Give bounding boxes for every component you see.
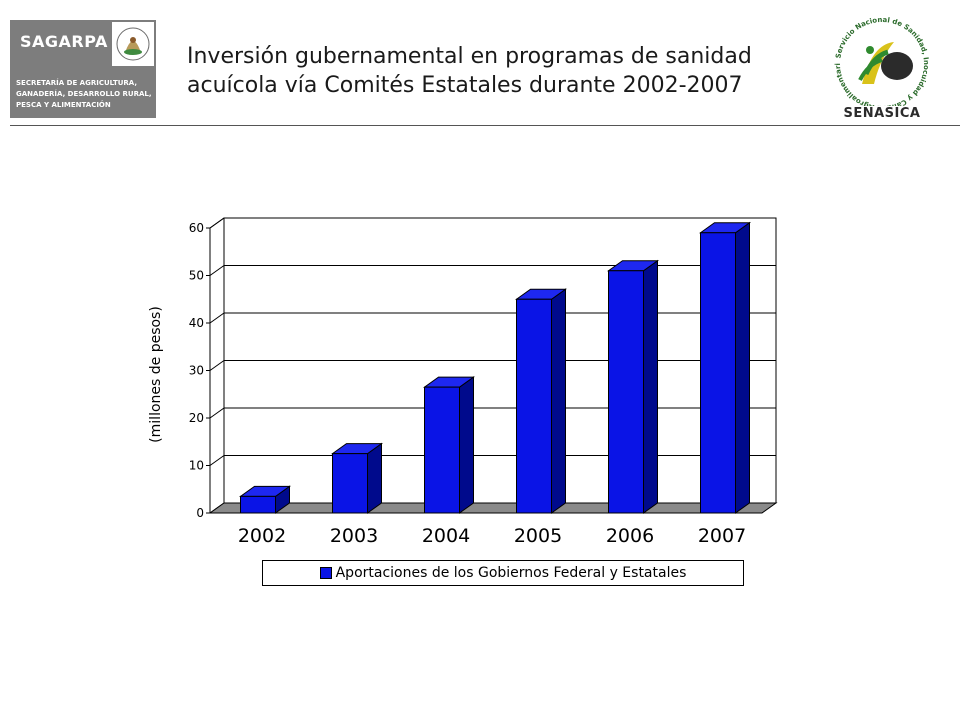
x-tick-label: 2002 <box>238 525 286 547</box>
x-tick-label: 2004 <box>422 525 470 547</box>
bar <box>608 270 644 514</box>
sagarpa-brand-box: SAGARPA <box>10 20 110 64</box>
x-tick-label: 2006 <box>606 525 654 547</box>
gridline-diagonal <box>209 360 225 371</box>
y-axis-label: (millones de pesos) <box>148 306 164 443</box>
legend-label: Aportaciones de los Gobiernos Federal y … <box>335 565 687 581</box>
senasica-logo: Servicio Nacional de Sanidad, Inocuidad … <box>820 8 942 124</box>
header-divider <box>10 125 960 126</box>
chart-legend: Aportaciones de los Gobiernos Federal y … <box>262 560 744 586</box>
bar-side <box>367 442 382 514</box>
senasica-emblem-icon: Servicio Nacional de Sanidad, Inocuidad … <box>820 8 930 112</box>
senasica-name: SENASICA <box>843 106 921 121</box>
chart-floor <box>208 502 778 514</box>
bar-side <box>735 221 750 514</box>
y-tick-label: 50 <box>189 269 204 283</box>
title-line-1: Inversión gubernamental en programas de … <box>187 44 752 69</box>
bar <box>240 495 276 514</box>
legend-swatch <box>319 567 332 579</box>
y-tick-label: 60 <box>189 221 204 235</box>
sagarpa-brand: SAGARPA <box>20 32 108 51</box>
bar <box>424 386 460 514</box>
sagarpa-logo: SAGARPA SECRETARÍA DE AGRICULTURA, GANAD… <box>10 20 156 118</box>
bar <box>700 232 736 514</box>
x-tick-label: 2007 <box>698 525 746 547</box>
coat-of-arms-icon <box>112 22 154 66</box>
gridline-diagonal <box>209 217 225 229</box>
y-tick-label: 40 <box>189 316 204 330</box>
gridline-diagonal <box>209 455 225 466</box>
y-tick-label: 10 <box>189 459 204 473</box>
page-title: Inversión gubernamental en programas de … <box>187 42 787 100</box>
y-tick-label: 30 <box>189 364 204 378</box>
x-tick-label: 2003 <box>330 525 378 547</box>
bar-side <box>551 288 566 514</box>
bar-side <box>459 376 474 514</box>
bar <box>332 453 368 514</box>
gridline-diagonal <box>209 312 225 324</box>
secretariat-name: SECRETARÍA DE AGRICULTURA, GANADERÍA, DE… <box>16 79 152 109</box>
gridline-diagonal <box>209 265 225 276</box>
y-tick-label: 0 <box>196 506 204 520</box>
gridline-diagonal <box>209 407 225 419</box>
x-tick-label: 2005 <box>514 525 562 547</box>
bar-side <box>643 259 658 514</box>
bar <box>516 298 552 514</box>
title-line-2: acuícola vía Comités Estatales durante 2… <box>187 73 743 98</box>
y-tick-label: 20 <box>189 411 204 425</box>
